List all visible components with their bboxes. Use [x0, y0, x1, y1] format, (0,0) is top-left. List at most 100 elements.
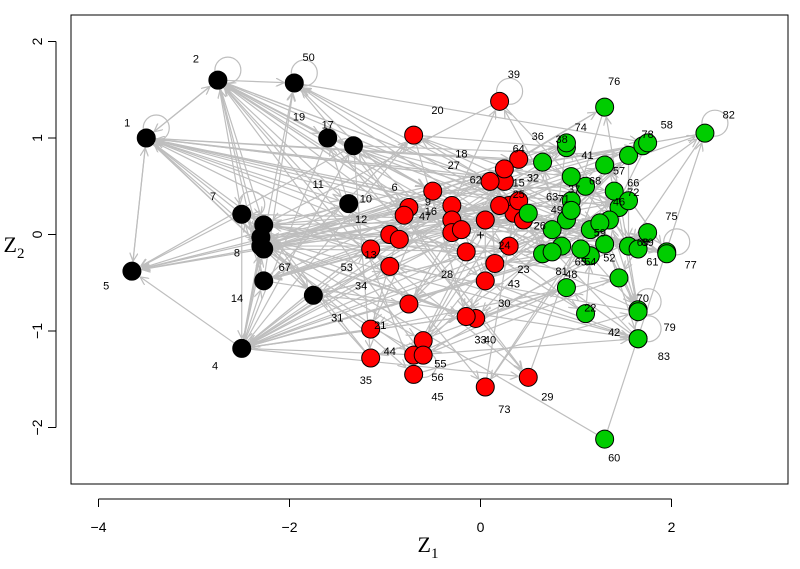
edge-4-5: [140, 277, 235, 344]
plot-frame: [70, 14, 789, 485]
edge-90-64: [514, 170, 563, 177]
node-label-37: 37: [568, 184, 580, 196]
node-label-40: 40: [484, 335, 496, 347]
node-label-21: 21: [374, 320, 386, 332]
node-31: [303, 285, 323, 305]
node-label-70: 70: [637, 293, 649, 305]
edge-39-11: [273, 104, 492, 221]
edge-6-14: [273, 209, 401, 246]
node-43: [475, 271, 495, 291]
node-78: [638, 133, 658, 153]
node-86: [533, 152, 553, 172]
x-axis-title-main: Z: [418, 532, 431, 557]
node-label-54: 54: [584, 256, 596, 268]
node-60: [595, 429, 615, 449]
node-label-28: 28: [441, 269, 453, 281]
edge-15-50: [303, 88, 502, 202]
edge-81-44: [423, 290, 559, 351]
node-label-26: 26: [534, 221, 546, 233]
node-label-12: 12: [355, 214, 367, 226]
edge-52-4: [251, 246, 597, 346]
node-41: [595, 155, 615, 175]
node-17: [318, 128, 338, 148]
x-tick-label--4: −4: [91, 519, 107, 535]
node-label-60: 60: [608, 452, 620, 464]
node-label-24: 24: [498, 240, 510, 252]
node-label-52: 52: [603, 253, 615, 265]
edge-2-7: [218, 88, 240, 204]
node-label-77: 77: [684, 259, 696, 271]
y-axis-title: Z2: [4, 232, 25, 262]
edge-4-14: [243, 259, 262, 340]
y-axis: −2 −1 0 1 2: [29, 37, 57, 435]
edge-44-83: [422, 339, 628, 356]
node-label-44: 44: [384, 346, 396, 358]
node-label-25: 25: [513, 189, 525, 201]
node-9: [423, 181, 443, 201]
edge-1-86: [155, 137, 532, 162]
node-65: [451, 220, 471, 240]
node-2: [208, 70, 228, 90]
node-72: [619, 191, 639, 211]
node-90: [561, 167, 581, 187]
node-5: [122, 261, 142, 281]
node-label-78: 78: [642, 129, 654, 141]
node-label-55: 55: [434, 359, 446, 371]
node-50: [284, 73, 304, 93]
edge-2-11: [220, 88, 261, 216]
edge-88-14: [274, 249, 544, 252]
edge-40-8: [270, 249, 458, 315]
edge-67-20: [269, 142, 406, 275]
node-89: [571, 239, 591, 259]
y-axis-title-sub: 2: [17, 246, 25, 262]
node-label-69: 69: [637, 237, 649, 249]
edge-50-91: [302, 86, 581, 225]
node-label-72: 72: [627, 187, 639, 199]
self-loops-layer: [142, 56, 729, 379]
node-66: [475, 210, 495, 230]
edge-56-54: [430, 261, 582, 352]
node-label-4: 4: [212, 361, 218, 373]
node-71: [561, 200, 581, 220]
node-label-11: 11: [312, 179, 323, 191]
node-label-75: 75: [665, 211, 677, 223]
edge-40-4: [252, 317, 458, 347]
edge-87-50: [303, 89, 536, 250]
node-label-61: 61: [646, 256, 658, 268]
node-77: [657, 244, 677, 264]
node-label-47: 47: [419, 211, 431, 223]
edge-50-78: [303, 83, 638, 141]
edge-79-34: [400, 268, 630, 311]
node-label-57: 57: [613, 166, 625, 178]
edge-83-81: [575, 293, 632, 334]
node-94: [542, 220, 562, 240]
edge-93-56: [433, 280, 611, 351]
node-84: [399, 294, 419, 314]
node-label-34: 34: [355, 281, 367, 293]
node-label-36: 36: [532, 131, 544, 143]
edge-7-1: [154, 144, 236, 210]
node-label-19: 19: [293, 112, 305, 124]
node-79: [628, 302, 648, 322]
node-39: [490, 91, 510, 111]
node-61: [628, 239, 648, 259]
edge-9-19: [362, 151, 426, 188]
edge-42-7: [251, 217, 630, 337]
node-67: [254, 271, 274, 291]
edge-78-5: [142, 144, 640, 269]
edge-55-26: [427, 214, 495, 334]
edge-60-12: [269, 242, 598, 436]
edge-89-73: [491, 256, 577, 378]
node-label-42: 42: [608, 327, 620, 339]
node-label-63: 63: [546, 192, 558, 204]
node-label-81: 81: [556, 266, 568, 278]
node-10: [339, 194, 359, 214]
y-tick-label-0: 0: [29, 230, 45, 238]
edge-93-11: [274, 226, 611, 278]
edge-18-20: [422, 140, 483, 178]
x-axis: −4 −2 0 2: [91, 498, 676, 535]
node-label-23: 23: [517, 264, 529, 276]
node-40: [456, 307, 476, 327]
node-label-1: 1: [124, 117, 130, 129]
node-56: [413, 345, 433, 365]
